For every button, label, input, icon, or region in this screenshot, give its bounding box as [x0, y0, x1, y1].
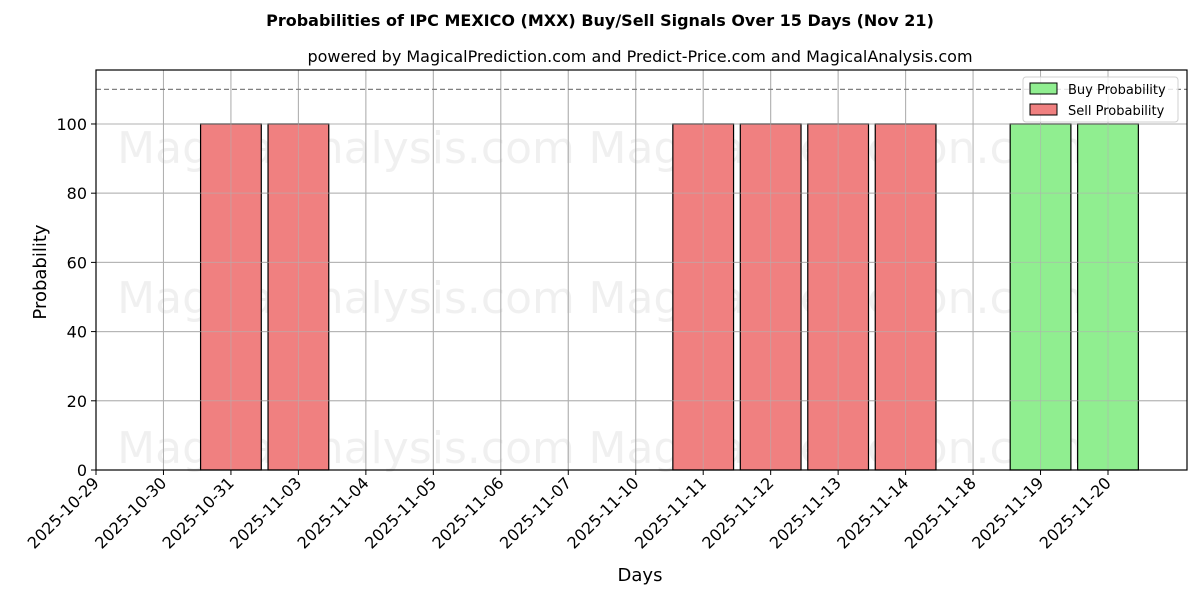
chart-subtitle: powered by MagicalPrediction.com and Pre… — [307, 47, 972, 66]
x-tick-label: 2025-11-04 — [294, 473, 373, 552]
x-tick-label: 2025-11-11 — [631, 473, 710, 552]
x-tick-label: 2025-11-05 — [361, 473, 440, 552]
y-axis-label: Probability — [30, 224, 51, 319]
watermark-text: MagicalAnalysis.com — [117, 123, 575, 174]
watermark-text: MagicalAnalysis.com — [117, 423, 575, 474]
legend-label-buy: Buy Probability — [1068, 83, 1166, 98]
watermarks: MagicalAnalysis.comMagicalPrediction.com… — [117, 123, 1083, 474]
watermark-text: MagicalAnalysis.com — [117, 273, 575, 324]
x-tick-label: 2025-11-03 — [226, 473, 305, 552]
legend-swatch-sell — [1029, 103, 1058, 116]
x-tick-label: 2025-11-19 — [968, 473, 1047, 552]
y-tick-label: 0 — [77, 461, 87, 480]
x-tick-label: 2025-11-20 — [1036, 473, 1115, 552]
x-axis-ticks: 2025-10-292025-10-302025-10-312025-11-03… — [24, 470, 1115, 553]
chart-title: Probabilities of IPC MEXICO (MXX) Buy/Se… — [266, 11, 934, 30]
y-tick-label: 100 — [56, 115, 87, 134]
x-tick-label: 2025-11-07 — [496, 473, 575, 552]
legend-box — [1022, 76, 1179, 123]
x-tick-label: 2025-10-31 — [159, 473, 238, 552]
legend: Buy Probability Sell Probability — [1022, 76, 1179, 123]
x-tick-label: 2025-11-06 — [428, 473, 507, 552]
x-tick-label: 2025-11-18 — [901, 473, 980, 552]
x-tick-label: 2025-11-10 — [563, 473, 642, 552]
x-tick-label: 2025-10-30 — [91, 473, 170, 552]
legend-swatch-buy — [1029, 82, 1058, 95]
legend-label-sell: Sell Probability — [1068, 104, 1165, 119]
y-tick-label: 20 — [67, 392, 87, 411]
plot-frame — [95, 69, 1188, 471]
y-tick-label: 80 — [67, 184, 87, 203]
y-tick-label: 40 — [67, 323, 87, 342]
x-axis-label: Days — [618, 565, 663, 586]
y-tick-label: 60 — [67, 253, 87, 272]
x-tick-label: 2025-11-12 — [698, 473, 777, 552]
bars — [95, 70, 1187, 471]
y-axis-ticks: 0 20 40 60 80 100 — [56, 115, 96, 480]
x-tick-label: 2025-10-29 — [24, 473, 103, 552]
x-tick-label: 2025-11-13 — [766, 473, 845, 552]
x-tick-label: 2025-11-14 — [833, 473, 912, 552]
